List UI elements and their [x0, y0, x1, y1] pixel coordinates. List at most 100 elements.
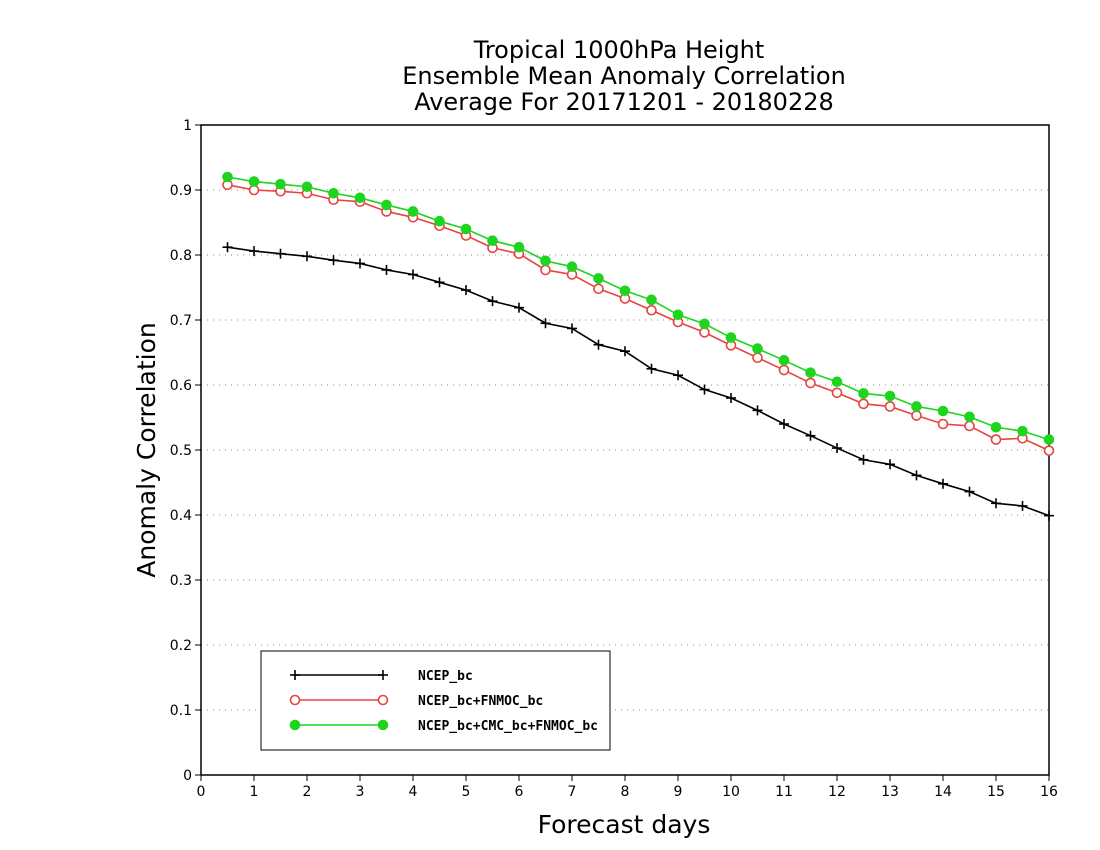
data-point [884, 390, 896, 402]
data-point [249, 246, 259, 257]
data-point [805, 377, 816, 389]
data-point [805, 367, 816, 378]
data-point [593, 339, 604, 350]
series-line [227, 184, 1050, 452]
data-point [381, 199, 392, 211]
data-point [699, 327, 710, 338]
data-point [248, 176, 260, 187]
y-tick-label: 1 [183, 118, 192, 134]
data-point [964, 420, 975, 432]
x-tick-label: 10 [722, 784, 740, 800]
x-tick-label: 3 [356, 784, 365, 800]
data-point [377, 719, 389, 731]
y-tick-label: 0.7 [170, 313, 192, 329]
y-tick-label: 0.1 [170, 703, 192, 719]
data-point [222, 171, 233, 183]
data-point [289, 719, 301, 731]
title-line-1: Tropical 1000hPa Height [473, 36, 765, 64]
series-NCEP_bc+CMC_bc+FNMOC_bc [222, 171, 1055, 445]
series-NCEP_bc+FNMOC_bc [222, 179, 1055, 456]
data-point [699, 318, 710, 330]
data-point [540, 264, 551, 276]
x-tick-label: 0 [197, 784, 206, 800]
legend-entry: NCEP_bc+CMC_bc+FNMOC_bc [289, 719, 598, 734]
chart-title: Tropical 1000hPa Height Ensemble Mean An… [402, 36, 846, 116]
data-point [752, 405, 763, 416]
grid-lines [201, 189, 1049, 711]
x-tick-label: 9 [674, 784, 683, 800]
data-point [487, 235, 498, 246]
data-point [990, 434, 1002, 445]
data-point [646, 363, 657, 374]
data-point [540, 318, 551, 329]
y-axis-ticks: 0 0.1 0.2 0.3 0.4 0.5 0.6 0.7 0.8 0.9 1 [170, 118, 201, 784]
data-point [222, 242, 233, 253]
y-tick-label: 0.4 [170, 508, 192, 524]
data-point [911, 410, 922, 421]
data-point [831, 376, 843, 388]
data-point [699, 384, 710, 395]
data-point [937, 418, 949, 430]
x-axis-label: Forecast days [538, 810, 711, 839]
x-tick-label: 1 [250, 784, 259, 800]
x-tick-label: 11 [775, 784, 793, 800]
series-line [227, 176, 1050, 441]
x-tick-label: 6 [515, 784, 524, 800]
data-point [726, 393, 736, 403]
data-point [593, 273, 604, 284]
data-point [1043, 445, 1055, 456]
x-tick-label: 14 [934, 784, 952, 800]
data-point [408, 269, 418, 280]
data-point [1017, 500, 1028, 511]
data-point [328, 187, 339, 199]
data-point [461, 285, 471, 296]
data-point [964, 486, 975, 497]
data-point [275, 178, 286, 190]
y-tick-label: 0.8 [170, 248, 192, 264]
data-point [514, 302, 524, 313]
data-point [378, 670, 388, 680]
y-tick-label: 0.5 [170, 443, 192, 459]
y-tick-label: 0.6 [170, 378, 192, 394]
legend-entry: NCEP_bc [290, 669, 473, 684]
x-tick-label: 5 [462, 784, 471, 800]
series-NCEP_bc [222, 242, 1054, 521]
data-point [937, 405, 949, 417]
data-point [778, 355, 790, 366]
y-tick-label: 0.3 [170, 573, 192, 589]
x-tick-label: 13 [881, 784, 899, 800]
data-point [407, 206, 419, 217]
data-point [354, 192, 366, 204]
data-point [593, 283, 604, 295]
data-point [964, 411, 975, 423]
data-point [831, 387, 843, 399]
data-point [646, 294, 657, 306]
data-point [805, 430, 816, 441]
x-tick-label: 2 [303, 784, 312, 800]
data-point [752, 352, 763, 364]
title-line-2: Ensemble Mean Anomaly Correlation [402, 62, 846, 90]
legend-label: NCEP_bc+FNMOC_bc [418, 694, 543, 709]
data-point [302, 251, 312, 262]
data-point [540, 255, 551, 267]
data-point [619, 285, 631, 297]
data-point [487, 296, 498, 307]
data-point [991, 498, 1001, 509]
legend-label: NCEP_bc [418, 669, 473, 684]
data-point [885, 459, 895, 470]
data-point [1017, 425, 1028, 437]
data-point [858, 398, 869, 410]
data-point [1043, 434, 1055, 445]
title-line-3: Average For 20171201 - 20180228 [414, 88, 834, 116]
data-point [301, 181, 313, 193]
data-point [725, 332, 737, 343]
data-point [567, 323, 577, 334]
y-tick-label: 0.2 [170, 638, 192, 654]
legend-entry: NCEP_bc+FNMOC_bc [289, 694, 543, 709]
x-tick-label: 15 [987, 784, 1005, 800]
y-tick-label: 0 [183, 768, 192, 784]
data-point [289, 694, 301, 706]
data-point [434, 215, 445, 227]
y-tick-label: 0.9 [170, 183, 192, 199]
x-tick-label: 16 [1040, 784, 1058, 800]
